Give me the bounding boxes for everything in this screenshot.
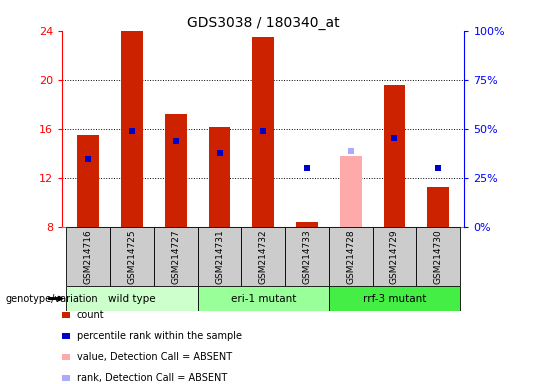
Bar	[165, 114, 187, 227]
Text: percentile rank within the sample: percentile rank within the sample	[77, 331, 242, 341]
Bar	[416, 227, 460, 286]
Bar	[66, 227, 110, 286]
Title: GDS3038 / 180340_at: GDS3038 / 180340_at	[187, 16, 340, 30]
Text: GSM214733: GSM214733	[302, 230, 312, 284]
Bar	[329, 227, 373, 286]
Text: rank, Detection Call = ABSENT: rank, Detection Call = ABSENT	[77, 373, 227, 383]
Bar	[198, 286, 329, 311]
Bar	[329, 286, 460, 311]
Text: GSM214730: GSM214730	[434, 230, 443, 284]
Bar	[121, 31, 143, 227]
Bar	[66, 286, 198, 311]
Bar	[285, 227, 329, 286]
Text: GSM214725: GSM214725	[127, 230, 137, 284]
Bar	[373, 227, 416, 286]
Text: GSM214732: GSM214732	[259, 230, 268, 284]
Text: GSM214729: GSM214729	[390, 230, 399, 284]
Bar	[296, 222, 318, 227]
Text: rrf-3 mutant: rrf-3 mutant	[363, 293, 426, 304]
Text: eri-1 mutant: eri-1 mutant	[231, 293, 296, 304]
Text: GSM214727: GSM214727	[171, 230, 180, 284]
Bar	[154, 227, 198, 286]
Bar	[77, 135, 99, 227]
Text: value, Detection Call = ABSENT: value, Detection Call = ABSENT	[77, 352, 232, 362]
Bar	[241, 227, 285, 286]
Bar	[340, 156, 362, 227]
Text: wild type: wild type	[108, 293, 156, 304]
Text: GSM214728: GSM214728	[346, 230, 355, 284]
Text: GSM214716: GSM214716	[84, 230, 93, 284]
Bar	[252, 37, 274, 227]
Text: GSM214731: GSM214731	[215, 230, 224, 284]
Bar	[208, 127, 231, 227]
Bar	[427, 187, 449, 227]
Bar	[110, 227, 154, 286]
Bar	[198, 227, 241, 286]
Text: count: count	[77, 310, 104, 320]
Bar	[383, 84, 406, 227]
Text: genotype/variation: genotype/variation	[5, 293, 98, 304]
